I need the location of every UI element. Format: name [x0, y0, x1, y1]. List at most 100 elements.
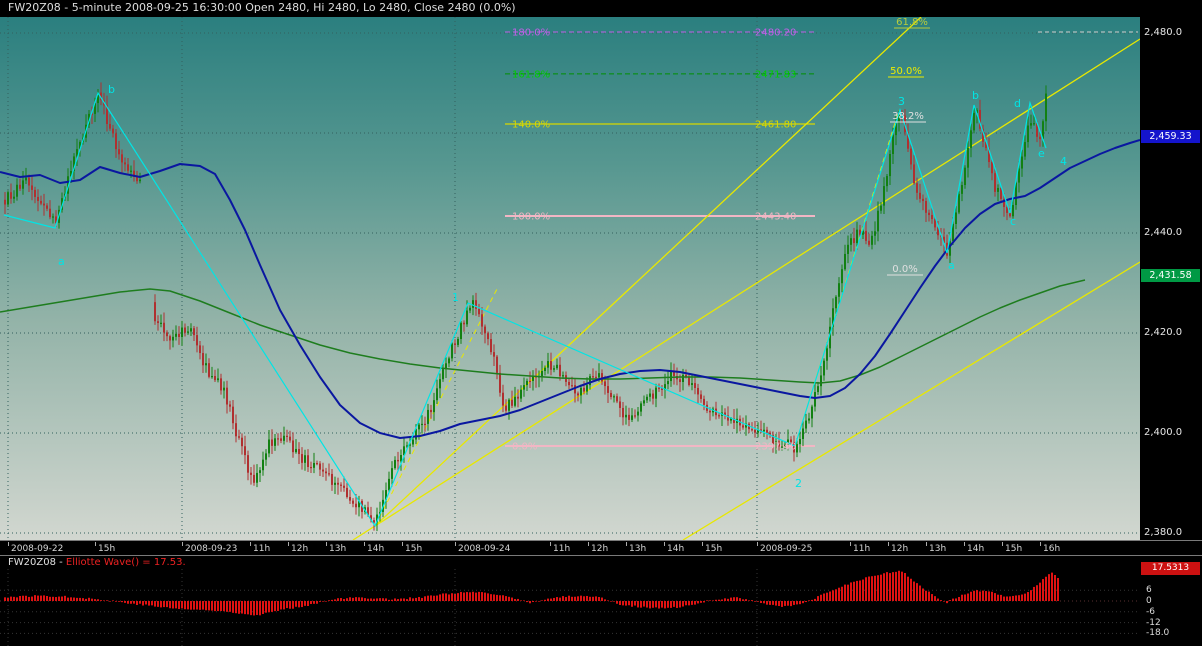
oscillator-gridlines	[0, 569, 1140, 646]
time-axis-label: 16h	[1043, 544, 1061, 554]
svg-text:2443.40: 2443.40	[755, 212, 796, 223]
oscillator-header: FW20Z08 - Elliotte Wave() = 17.53.	[0, 555, 1202, 569]
oscillator-area[interactable]	[0, 569, 1140, 646]
time-axis-label: 2008-09-23	[185, 544, 238, 554]
time-axis-label: 15h	[405, 544, 423, 554]
svg-text:d: d	[1014, 97, 1021, 110]
oscillator-symbol: FW20Z08 -	[8, 557, 66, 568]
price-axis-label: 2,380.0	[1144, 527, 1183, 538]
time-axis-label: 12h	[291, 544, 309, 554]
time-axis-label: 12h	[591, 544, 609, 554]
time-axis-tick	[182, 542, 183, 546]
oscillator-value-marker: 17.5313	[1141, 562, 1200, 575]
svg-text:2: 2	[795, 477, 802, 490]
time-axis-tick	[757, 542, 758, 546]
oscillator-axis[interactable]: 6 0 -6 -12 -18.0 17.5313	[1140, 562, 1202, 646]
last-price-marker: 2,459.33	[1141, 129, 1200, 143]
time-axis-tick	[250, 542, 251, 546]
price-axis-label: 2,420.0	[1144, 327, 1183, 338]
fib-retracement-lines	[505, 31, 815, 447]
ma-blue-line	[0, 139, 1141, 439]
main-chart-area[interactable]: a b 1 2 3 a b c d e 4 180.0% 2480.20 161.8% 2471.83 140…	[0, 16, 1141, 541]
time-axis-label: 11h	[253, 544, 271, 554]
time-axis-tick	[926, 542, 927, 546]
time-axis-tick	[550, 542, 551, 546]
time-axis: 2008-09-22 15h 2008-09-23 11h 12h 13h 14h 15h 20…	[0, 540, 1202, 555]
price-axis[interactable]: 2,480.0 2,440.0 2,420.0 2,400.0 2,380.0 2,459…	[1140, 17, 1202, 540]
svg-text:100.0%: 100.0%	[512, 212, 550, 223]
svg-text:4: 4	[1060, 155, 1067, 168]
time-axis-tick	[326, 542, 327, 546]
time-axis-label: 12h	[891, 544, 909, 554]
time-axis-tick	[288, 542, 289, 546]
time-axis-label: 14h	[967, 544, 985, 554]
svg-text:61.8%: 61.8%	[896, 17, 928, 28]
ma-value-marker: 2,431.58	[1141, 268, 1200, 282]
chart-background	[0, 17, 1140, 540]
time-axis-label: 13h	[929, 544, 947, 554]
oscillator-axis-label: -18.0	[1146, 628, 1170, 639]
svg-text:2397.40: 2397.40	[755, 442, 796, 453]
svg-text:3: 3	[898, 95, 905, 108]
svg-text:2480.20: 2480.20	[755, 28, 796, 39]
title-bar: FW20Z08 - 5-minute 2008-09-25 16:30:00 O…	[0, 0, 1202, 17]
time-axis-label: 15h	[98, 544, 116, 554]
fib-retracement-labels-right: 61.8% 50.0% 38.2% 0.0%	[887, 17, 930, 276]
oscillator-axis-label: -6	[1146, 606, 1155, 617]
time-axis-tick	[702, 542, 703, 546]
svg-text:161.8%: 161.8%	[512, 69, 550, 80]
price-axis-label: 2,480.0	[1144, 27, 1183, 38]
time-axis-label: 11h	[853, 544, 871, 554]
time-axis-label: 15h	[705, 544, 723, 554]
time-axis-label: 14h	[367, 544, 385, 554]
time-axis-label: 13h	[629, 544, 647, 554]
svg-text:38.2%: 38.2%	[892, 111, 924, 122]
time-axis-tick	[850, 542, 851, 546]
time-axis-tick	[626, 542, 627, 546]
price-axis-label: 2,440.0	[1144, 227, 1183, 238]
window-title: FW20Z08 - 5-minute 2008-09-25 16:30:00 O…	[8, 1, 516, 14]
time-axis-tick	[588, 542, 589, 546]
svg-text:140.0%: 140.0%	[512, 120, 550, 131]
time-axis-tick	[455, 542, 456, 546]
time-axis-label: 11h	[553, 544, 571, 554]
svg-text:b: b	[972, 89, 979, 102]
time-axis-label: 2008-09-25	[760, 544, 813, 554]
svg-text:2471.83: 2471.83	[755, 69, 796, 80]
time-axis-tick	[1040, 542, 1041, 546]
elliott-zigzag-line[interactable]	[3, 91, 1047, 528]
time-axis-tick	[364, 542, 365, 546]
elliott-wave-labels: a b 1 2 3 a b c d e 4	[58, 83, 1067, 490]
time-axis-label: 13h	[329, 544, 347, 554]
time-axis-tick	[95, 542, 96, 546]
svg-text:e: e	[1038, 147, 1045, 160]
time-axis-label: 2008-09-24	[458, 544, 511, 554]
fib-level-labels: 180.0% 2480.20 161.8% 2471.83 140.0% 2461.80 1…	[512, 28, 796, 453]
oscillator-bars	[4, 570, 1059, 616]
svg-text:50.0%: 50.0%	[890, 66, 922, 77]
time-axis-label: 15h	[1005, 544, 1023, 554]
svg-text:b: b	[108, 83, 115, 96]
svg-text:1: 1	[452, 291, 459, 304]
svg-text:2461.80: 2461.80	[755, 120, 796, 131]
time-axis-tick	[888, 542, 889, 546]
price-axis-label: 2,400.0	[1144, 427, 1183, 438]
time-axis-tick	[402, 542, 403, 546]
oscillator-axis-label: 6	[1146, 585, 1152, 596]
svg-text:a: a	[948, 259, 955, 272]
main-chart[interactable]: a b 1 2 3 a b c d e 4 180.0% 2480.20 161.8% 2471.83 140…	[0, 16, 1141, 541]
oscillator-indicator-label: Elliotte Wave() = 17.53.	[65, 557, 186, 568]
time-axis-tick	[1002, 542, 1003, 546]
svg-text:c: c	[1010, 215, 1016, 228]
svg-text:a: a	[58, 255, 65, 268]
oscillator-axis-label: 0	[1146, 596, 1152, 606]
time-axis-tick	[8, 542, 9, 546]
time-axis-tick	[964, 542, 965, 546]
time-axis-label: 14h	[667, 544, 685, 554]
ma-green-line	[0, 279, 1086, 384]
oscillator-chart[interactable]	[0, 569, 1140, 646]
oscillator-axis-label: -12	[1146, 617, 1161, 628]
svg-text:0.0%: 0.0%	[892, 264, 917, 275]
time-axis-label: 2008-09-22	[11, 544, 64, 554]
